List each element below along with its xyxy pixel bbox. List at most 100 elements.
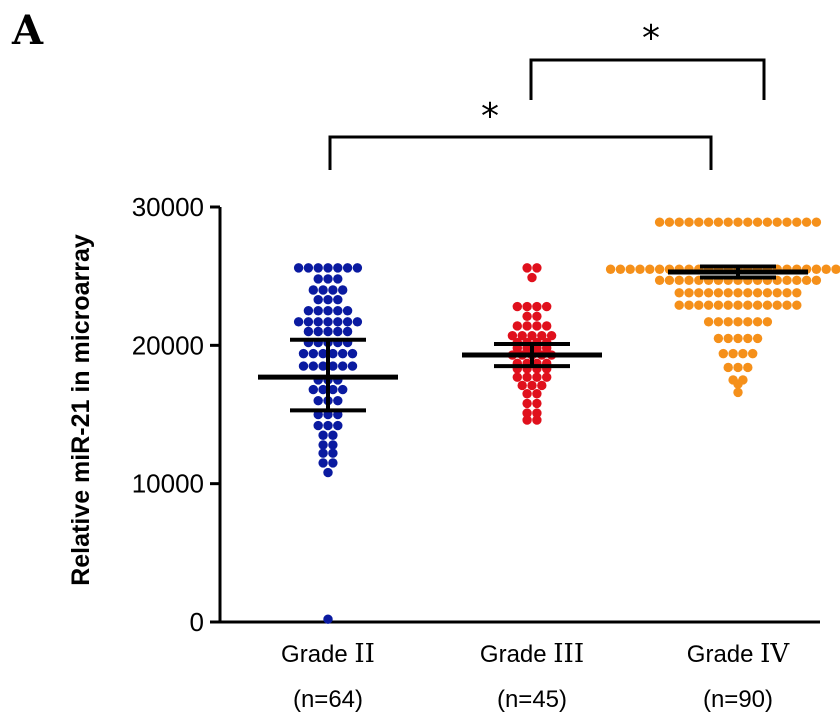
data-point: [328, 348, 338, 359]
data-point: [703, 288, 714, 298]
data-point: [333, 317, 343, 327]
data-point: [733, 288, 743, 298]
data-point: [733, 317, 743, 327]
data-point: [674, 217, 684, 227]
data-point: [694, 288, 704, 298]
x-category-label: Grade III: [480, 639, 584, 669]
data-point: [684, 300, 694, 310]
data-point: [522, 415, 532, 425]
data-point: [333, 395, 343, 406]
data-point: [313, 306, 323, 316]
data-point: [308, 348, 318, 359]
data-point: [615, 264, 626, 274]
data-point: [522, 321, 532, 331]
panel-label: A: [11, 7, 44, 54]
data-point: [792, 217, 802, 227]
data-point: [792, 275, 802, 286]
data-point: [821, 264, 831, 274]
data-point: [293, 317, 304, 327]
data-point: [313, 395, 323, 406]
data-point: [738, 348, 748, 359]
data-point: [308, 384, 318, 395]
data-point: [654, 217, 665, 227]
data-point: [713, 317, 724, 327]
data-point: [635, 264, 645, 274]
data-point: [743, 362, 753, 373]
data-point: [313, 263, 323, 273]
data-point: [512, 301, 522, 312]
data-point: [318, 440, 328, 450]
data-point: [517, 380, 527, 391]
data-point: [352, 263, 363, 273]
data-point: [743, 300, 753, 310]
data-point: [762, 300, 773, 310]
data-point: [546, 330, 557, 341]
data-point: [801, 217, 812, 227]
data-point: [328, 430, 338, 440]
data-point: [542, 321, 552, 331]
data-point: [532, 263, 542, 273]
data-point: [674, 288, 684, 298]
data-point: [338, 361, 348, 371]
data-point: [333, 263, 343, 273]
data-point: [752, 217, 763, 227]
data-point: [703, 317, 714, 327]
mean-error-bars: [258, 264, 808, 413]
data-point: [694, 217, 704, 227]
data-point: [542, 372, 552, 382]
data-point: [333, 294, 343, 305]
data-point: [522, 372, 532, 382]
data-point: [308, 361, 318, 371]
category-roman: II: [354, 639, 375, 669]
data-point: [733, 333, 743, 344]
y-tick-label: 0: [190, 607, 204, 637]
data-point: [743, 333, 753, 344]
data-point: [303, 326, 314, 337]
data-point: [703, 217, 714, 227]
data-point: [318, 285, 328, 295]
data-point: [313, 294, 323, 305]
data-point: [338, 348, 348, 359]
data-point: [328, 384, 338, 395]
data-point: [733, 300, 743, 310]
data-point: [752, 333, 763, 344]
data-point: [664, 217, 675, 227]
data-point: [328, 448, 338, 458]
data-point: [298, 361, 309, 371]
data-point: [625, 264, 635, 274]
data-point: [801, 275, 812, 286]
data-point: [323, 263, 333, 273]
data-point: [713, 217, 724, 227]
data-point: [782, 275, 792, 286]
data-point: [318, 361, 328, 371]
data-point: [733, 387, 743, 398]
data-point: [664, 275, 675, 286]
data-point: [723, 217, 733, 227]
y-tick-label: 30000: [132, 192, 204, 222]
data-point: [723, 300, 733, 310]
category-word: Grade: [687, 641, 760, 668]
data-point: [772, 217, 782, 227]
group-count-label: (n=90): [703, 686, 773, 713]
data-point: [792, 288, 802, 298]
data-point: [811, 217, 822, 227]
data-point: [811, 275, 822, 286]
data-point: [752, 288, 763, 298]
data-point: [684, 217, 694, 227]
data-point: [293, 263, 304, 273]
data-point: [522, 408, 532, 418]
data-point: [713, 333, 724, 344]
data-point: [323, 614, 333, 624]
data-point: [723, 317, 733, 327]
data-point: [328, 440, 338, 450]
data-point: [674, 300, 684, 310]
data-point: [333, 420, 343, 431]
data-point: [338, 285, 348, 295]
significance-brackets: **: [328, 18, 766, 170]
data-point: [703, 300, 714, 310]
data-point: [342, 326, 353, 337]
data-point: [772, 300, 782, 310]
axes: 0 10000 20000 30000 Relative miR-21 in micr…: [67, 192, 820, 637]
data-point: [517, 330, 527, 341]
data-point: [522, 389, 532, 399]
